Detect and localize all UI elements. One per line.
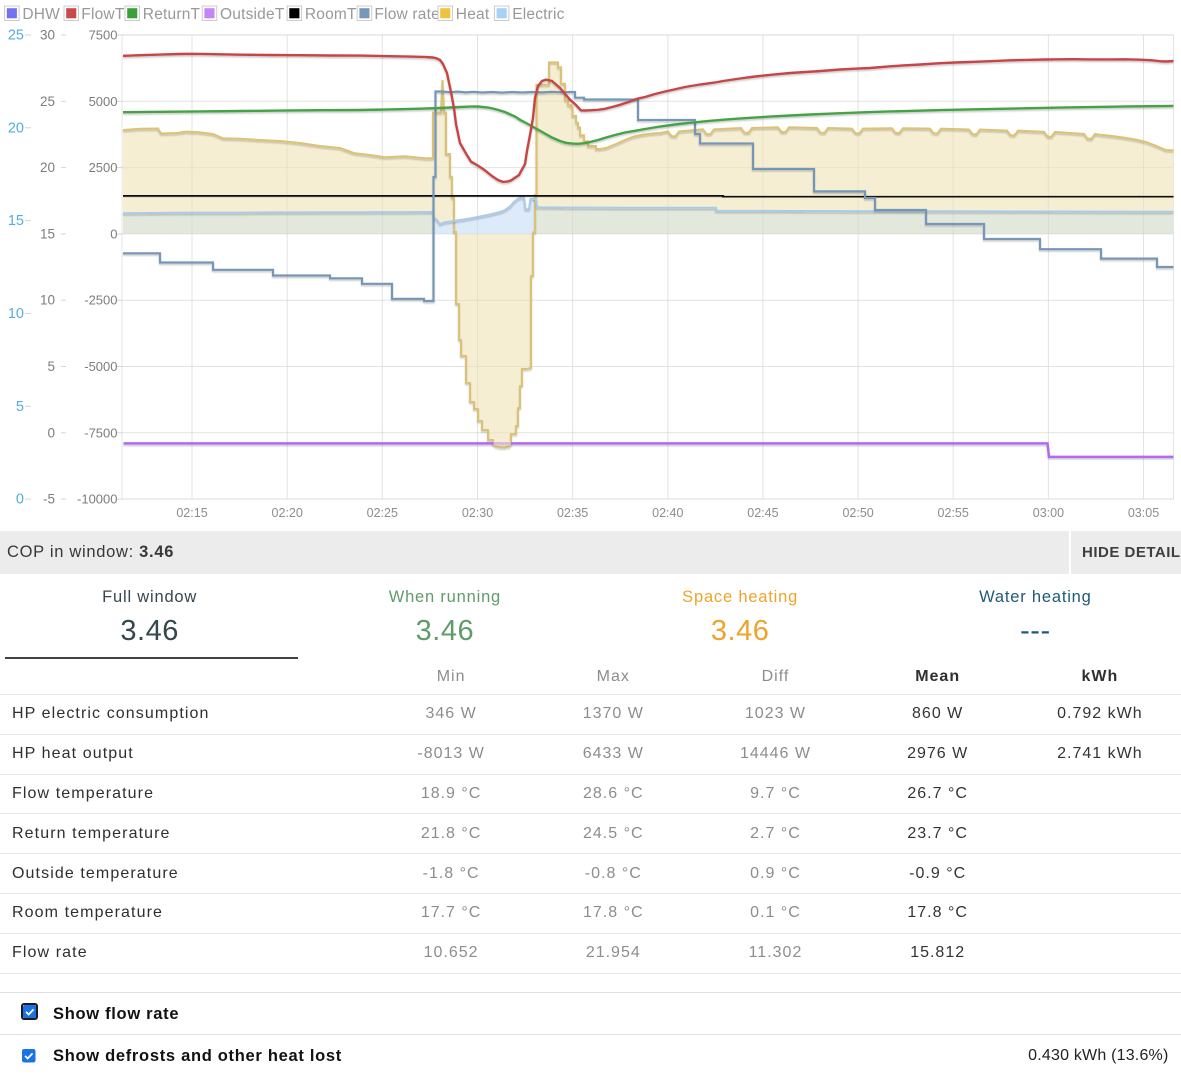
svg-text:02:35: 02:35 [557,506,588,520]
svg-text:-5000: -5000 [84,359,117,374]
svg-text:02:25: 02:25 [367,506,398,520]
svg-text:-5: -5 [43,492,55,507]
svg-text:ReturnT: ReturnT [143,6,201,23]
svg-text:-7500: -7500 [84,425,117,440]
svg-text:15: 15 [40,226,55,241]
svg-text:03:00: 03:00 [1033,506,1064,520]
svg-text:5000: 5000 [89,94,118,109]
svg-text:5: 5 [16,399,24,415]
svg-text:02:45: 02:45 [747,506,778,520]
svg-text:7500: 7500 [89,28,118,43]
svg-text:Electric: Electric [512,6,564,23]
svg-text:25: 25 [8,28,24,44]
svg-text:15: 15 [8,213,24,229]
svg-text:02:20: 02:20 [272,506,303,520]
svg-text:03:05: 03:05 [1128,506,1159,520]
svg-text:20: 20 [40,160,55,175]
svg-text:20: 20 [8,120,24,136]
svg-text:-2500: -2500 [84,293,117,308]
svg-text:02:15: 02:15 [176,506,207,520]
svg-text:02:50: 02:50 [842,506,873,520]
svg-text:0: 0 [110,226,117,241]
svg-text:10: 10 [40,293,55,308]
svg-text:0: 0 [47,425,55,440]
svg-text:DHW: DHW [22,6,60,23]
svg-text:10: 10 [8,306,24,322]
svg-text:02:40: 02:40 [652,506,683,520]
svg-text:2500: 2500 [89,160,118,175]
svg-text:Heat: Heat [456,6,490,23]
svg-text:5: 5 [47,359,55,374]
svg-text:FlowT: FlowT [81,6,125,23]
svg-text:25: 25 [40,94,55,109]
svg-text:02:55: 02:55 [938,506,969,520]
svg-text:02:30: 02:30 [462,506,493,520]
svg-text:RoomT: RoomT [305,6,357,23]
svg-text:OutsideT: OutsideT [220,6,285,23]
svg-text:30: 30 [40,28,55,43]
svg-text:Flow rate: Flow rate [374,6,440,23]
svg-text:-10000: -10000 [77,492,117,507]
svg-text:0: 0 [16,492,24,508]
